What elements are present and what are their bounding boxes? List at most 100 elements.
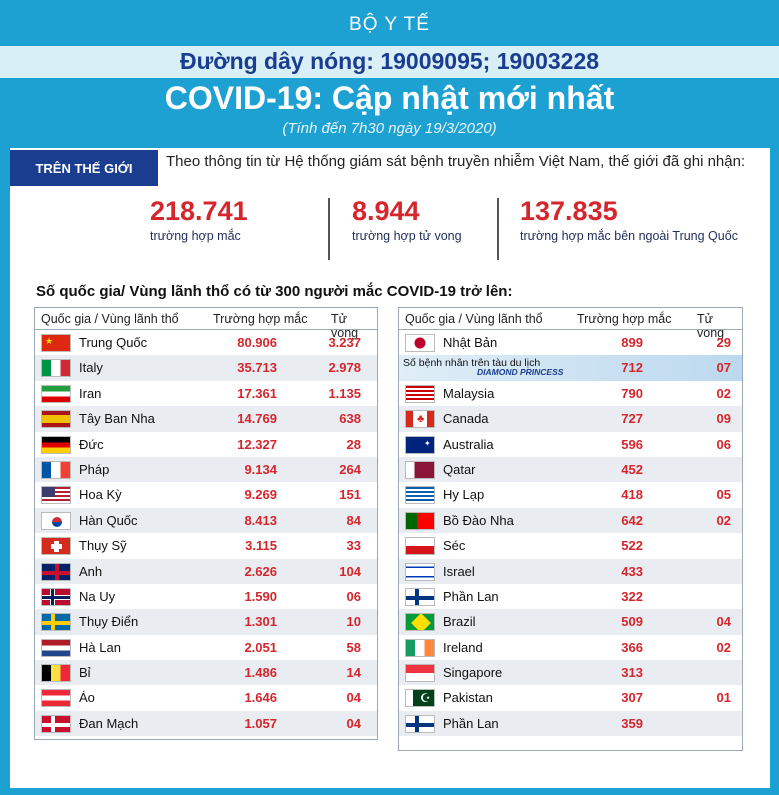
table-row: Hà Lan 2.051 58 — [35, 635, 377, 660]
deaths-value: 84 — [346, 512, 361, 528]
deaths-value: 07 — [716, 360, 731, 376]
country-name: Phần Lan — [443, 715, 499, 731]
cases-value: 433 — [621, 563, 643, 579]
country-name: Iran — [79, 385, 102, 401]
cases-value: 359 — [621, 715, 643, 731]
deaths-value: 1.135 — [328, 385, 361, 401]
cases-value: 712 — [621, 360, 643, 376]
brand-logo-text: BỘ Y TẾ — [349, 14, 430, 35]
finland-flag-icon — [405, 587, 435, 606]
table-row: Hy Lạp 418 05 — [399, 482, 742, 507]
country-name: Ireland — [443, 639, 483, 655]
deaths-value: 638 — [339, 411, 361, 427]
country-name: Đức — [79, 436, 104, 452]
country-name: Bồ Đào Nha — [443, 512, 514, 528]
deaths-value: 14 — [346, 665, 361, 681]
table-row: Bồ Đào Nha 642 02 — [399, 507, 742, 534]
section-title: Số quốc gia/ Vùng lãnh thổ có từ 300 ngư… — [36, 283, 513, 300]
col-cases: Trường hợp mắc — [577, 312, 672, 326]
austria-flag-icon — [41, 689, 71, 708]
cases-value: 509 — [621, 614, 643, 630]
cases-value: 2.626 — [244, 563, 277, 579]
country-name: Áo — [79, 690, 95, 706]
qatar-flag-icon — [405, 460, 435, 479]
ship-row-label: Số bệnh nhân trên tàu du lịch — [403, 357, 541, 370]
cases-value: 14.769 — [237, 411, 277, 427]
malaysia-flag-icon — [405, 384, 435, 403]
stat-value: 218.741 — [150, 196, 248, 226]
cases-value: 3.115 — [245, 538, 277, 554]
country-name: Italy — [79, 360, 103, 376]
country-name: Tây Ban Nha — [79, 411, 155, 427]
iran-flag-icon — [41, 384, 71, 403]
table-row: ☪ Pakistan 307 01 — [399, 685, 742, 710]
cases-value: 12.327 — [237, 436, 277, 452]
deaths-value: 02 — [716, 512, 731, 528]
cases-value: 522 — [621, 538, 643, 554]
cases-value: 35.713 — [237, 360, 277, 376]
cases-value: 80.906 — [237, 335, 277, 350]
stat-outside-china: 137.835 trường hợp mắc bên ngoài Trung Q… — [520, 196, 738, 243]
country-name: Brazil — [443, 614, 476, 630]
deaths-value: 264 — [339, 461, 361, 477]
israel-flag-icon — [405, 562, 435, 581]
ireland-flag-icon — [405, 638, 435, 657]
col-cases: Trường hợp mắc — [213, 312, 308, 326]
right-table: Quốc gia / Vùng lãnh thổ Trường hợp mắc … — [398, 307, 743, 751]
table-row: Thụy Sỹ 3.115 33 — [35, 533, 377, 558]
stat-value: 8.944 — [352, 196, 420, 226]
table-row: Qatar 452 — [399, 456, 742, 483]
switzerland-flag-icon — [41, 537, 71, 556]
deaths-value: 02 — [716, 639, 731, 655]
table-row: Nhật Bản 899 29 — [399, 330, 742, 355]
belgium-flag-icon — [41, 664, 71, 683]
country-name: Qatar — [443, 461, 476, 477]
deaths-value: 09 — [716, 411, 731, 427]
deaths-value: 104 — [339, 563, 361, 579]
table-row: Số bệnh nhân trên tàu du lịch DIAMOND PRI… — [399, 355, 742, 381]
table-row: Bỉ 1.486 14 — [35, 660, 377, 686]
cases-value: 313 — [621, 665, 643, 681]
singapore-flag-icon — [405, 664, 435, 683]
cases-value: 366 — [621, 639, 643, 655]
left-table: Quốc gia / Vùng lãnh thổ Trường hợp mắc … — [34, 307, 378, 740]
divider — [328, 198, 330, 260]
table-row: Iran 17.361 1.135 — [35, 381, 377, 406]
country-name: Hoa Kỳ — [79, 487, 122, 503]
italy-flag-icon — [41, 359, 71, 378]
country-name: Anh — [79, 563, 103, 579]
cases-value: 596 — [621, 436, 643, 452]
deaths-value: 06 — [716, 436, 731, 452]
korea-flag-icon — [41, 511, 71, 530]
table-header: Quốc gia / Vùng lãnh thổ Trường hợp mắc … — [399, 308, 742, 340]
table-row: Séc 522 — [399, 533, 742, 558]
divider — [497, 198, 499, 260]
table-row: Hàn Quốc 8.413 84 — [35, 507, 377, 534]
country-name: Pháp — [79, 461, 110, 477]
uk-flag-icon — [41, 562, 71, 581]
table-row: Singapore 313 — [399, 660, 742, 686]
cases-value: 322 — [621, 588, 643, 604]
cases-value: 9.134 — [244, 461, 277, 477]
greece-flag-icon — [405, 486, 435, 505]
table-row: Brazil 509 04 — [399, 609, 742, 635]
cases-value: 307 — [621, 690, 643, 706]
japan-flag-icon — [405, 334, 435, 352]
denmark-flag-icon — [41, 714, 71, 733]
country-name: Malaysia — [443, 385, 495, 401]
deaths-value: 01 — [716, 690, 731, 706]
finland-flag-icon — [405, 714, 435, 733]
deaths-value: 29 — [716, 335, 731, 350]
deaths-value: 02 — [716, 385, 731, 401]
stat-label: trường hợp tử vong — [352, 229, 462, 243]
country-name: Singapore — [443, 665, 503, 681]
cases-value: 899 — [621, 335, 643, 350]
deaths-value: 04 — [716, 614, 731, 630]
deaths-value: 10 — [346, 614, 361, 630]
cases-value: 1.590 — [244, 588, 277, 604]
table-row: Phần Lan 322 — [399, 584, 742, 609]
deaths-value: 04 — [346, 715, 361, 731]
table-row: Ireland 366 02 — [399, 635, 742, 660]
world-tab: TRÊN THẾ GIỚI — [10, 150, 158, 186]
country-name: Séc — [443, 538, 466, 554]
